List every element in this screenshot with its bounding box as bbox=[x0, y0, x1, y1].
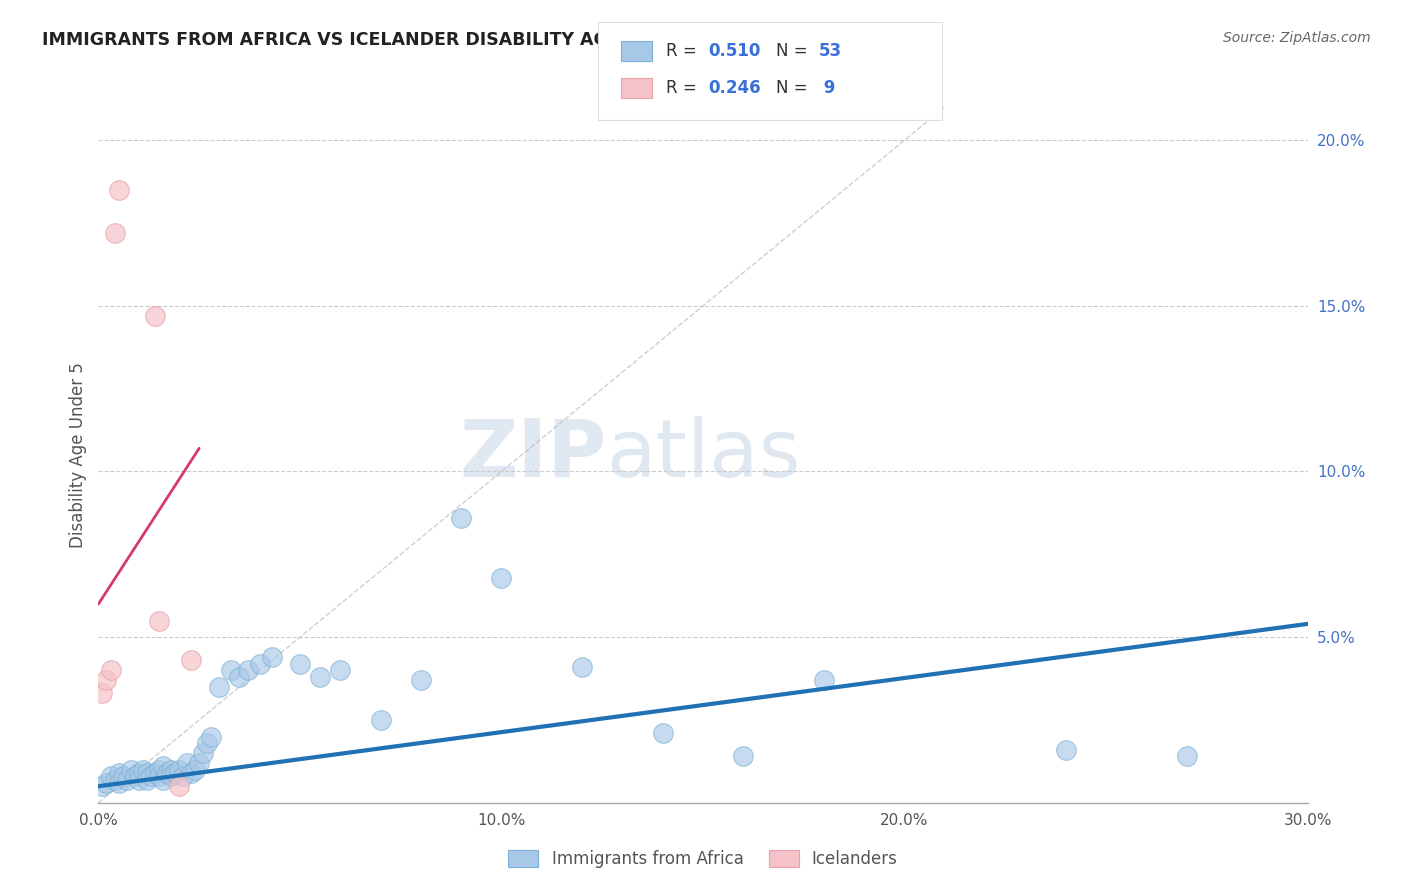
Text: 53: 53 bbox=[818, 42, 841, 60]
Point bbox=[128, 766, 150, 780]
Point bbox=[148, 769, 170, 783]
Point bbox=[107, 766, 129, 780]
Point bbox=[100, 769, 122, 783]
Point bbox=[115, 772, 138, 787]
Text: 0.510: 0.510 bbox=[709, 42, 761, 60]
Point bbox=[128, 772, 150, 787]
Point bbox=[1175, 749, 1198, 764]
Text: Source: ZipAtlas.com: Source: ZipAtlas.com bbox=[1223, 31, 1371, 45]
Point bbox=[167, 779, 190, 793]
Point bbox=[180, 653, 202, 667]
Point bbox=[329, 663, 352, 677]
Point bbox=[107, 776, 129, 790]
Point bbox=[91, 779, 114, 793]
Point bbox=[152, 759, 174, 773]
Point bbox=[152, 772, 174, 787]
Point bbox=[135, 766, 157, 780]
Point bbox=[96, 776, 118, 790]
Point bbox=[124, 769, 146, 783]
Point bbox=[221, 663, 243, 677]
Point bbox=[143, 309, 166, 323]
Point bbox=[111, 769, 134, 783]
Point bbox=[96, 673, 118, 688]
Point bbox=[733, 749, 755, 764]
Point bbox=[176, 756, 198, 770]
Point bbox=[148, 614, 170, 628]
Point bbox=[288, 657, 311, 671]
Point bbox=[813, 673, 835, 688]
Point bbox=[1054, 743, 1077, 757]
Text: IMMIGRANTS FROM AFRICA VS ICELANDER DISABILITY AGE UNDER 5 CORRELATION CHART: IMMIGRANTS FROM AFRICA VS ICELANDER DISA… bbox=[42, 31, 928, 49]
Text: 0.246: 0.246 bbox=[709, 79, 761, 97]
Point bbox=[103, 772, 125, 787]
Text: R =: R = bbox=[666, 79, 703, 97]
Point bbox=[180, 766, 202, 780]
Point bbox=[236, 663, 259, 677]
Point bbox=[139, 769, 162, 783]
Point bbox=[120, 763, 142, 777]
Point bbox=[188, 756, 211, 770]
Point bbox=[491, 570, 513, 584]
Point bbox=[195, 736, 218, 750]
Point bbox=[370, 713, 392, 727]
Y-axis label: Disability Age Under 5: Disability Age Under 5 bbox=[69, 362, 87, 548]
Text: N =: N = bbox=[776, 42, 813, 60]
Point bbox=[228, 670, 250, 684]
Point bbox=[208, 680, 231, 694]
Point bbox=[184, 763, 207, 777]
Point bbox=[571, 660, 593, 674]
Point bbox=[450, 511, 472, 525]
Point bbox=[135, 772, 157, 787]
Point bbox=[160, 769, 183, 783]
Point bbox=[160, 763, 183, 777]
Point bbox=[148, 763, 170, 777]
Text: atlas: atlas bbox=[606, 416, 800, 494]
Point bbox=[200, 730, 222, 744]
Point bbox=[193, 746, 215, 760]
Point bbox=[651, 726, 673, 740]
Point bbox=[103, 226, 125, 240]
Text: N =: N = bbox=[776, 79, 813, 97]
Text: 9: 9 bbox=[818, 79, 835, 97]
Point bbox=[132, 763, 155, 777]
Point bbox=[409, 673, 432, 688]
Point bbox=[172, 769, 194, 783]
Point bbox=[91, 686, 114, 700]
Text: R =: R = bbox=[666, 42, 703, 60]
Point bbox=[107, 183, 129, 197]
Point bbox=[143, 766, 166, 780]
Legend: Immigrants from Africa, Icelanders: Immigrants from Africa, Icelanders bbox=[502, 843, 904, 874]
Point bbox=[249, 657, 271, 671]
Point bbox=[309, 670, 332, 684]
Text: ZIP: ZIP bbox=[458, 416, 606, 494]
Point bbox=[163, 766, 186, 780]
Point bbox=[100, 663, 122, 677]
Point bbox=[260, 650, 283, 665]
Point bbox=[156, 766, 179, 780]
Point bbox=[167, 763, 190, 777]
